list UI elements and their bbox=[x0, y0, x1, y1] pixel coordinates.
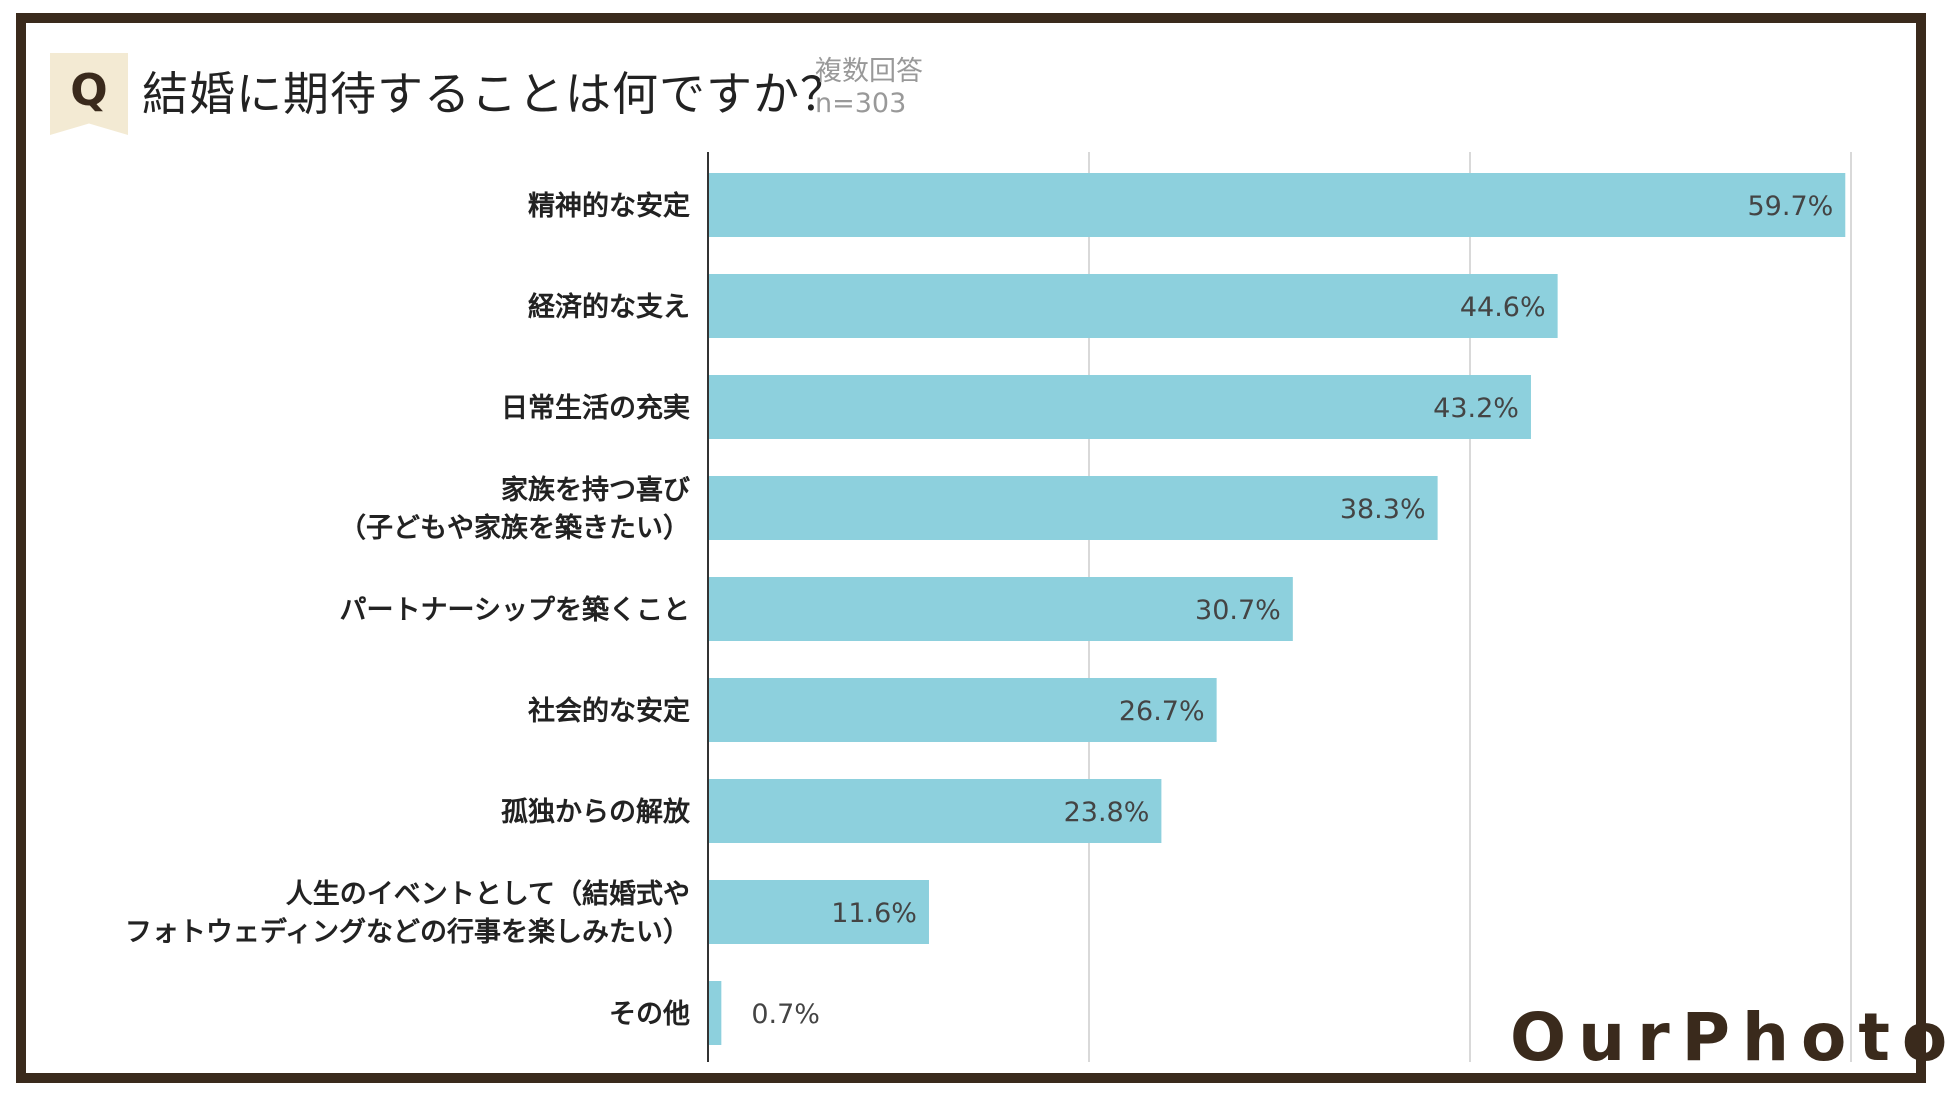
ourphoto-logo: OurPhoto bbox=[1510, 999, 1950, 1076]
bar-value-label: 30.7% bbox=[1195, 595, 1281, 626]
bar-value-label: 43.2% bbox=[1433, 393, 1519, 424]
bar bbox=[708, 678, 1217, 742]
bar-value-label: 26.7% bbox=[1119, 696, 1205, 727]
category-label: 精神的な安定 bbox=[528, 190, 690, 222]
category-label: 経済的な支え bbox=[528, 291, 690, 323]
bar bbox=[708, 981, 722, 1045]
sample-info: 複数回答 n=303 bbox=[815, 56, 923, 120]
bar bbox=[708, 274, 1558, 338]
bar-value-label: 44.6% bbox=[1460, 292, 1546, 323]
bar-value-label: 23.8% bbox=[1064, 797, 1150, 828]
category-label: 社会的な安定 bbox=[528, 695, 690, 727]
category-label: 人生のイベントとして（結婚式や bbox=[286, 878, 690, 910]
bar bbox=[708, 779, 1162, 843]
sample-size: n=303 bbox=[815, 88, 907, 119]
category-label: その他 bbox=[609, 999, 690, 1030]
category-label: 家族を持つ喜び bbox=[501, 474, 690, 506]
question-badge-letter: Q bbox=[70, 65, 108, 116]
bar-value-label: 11.6% bbox=[831, 898, 917, 929]
bar bbox=[708, 880, 929, 944]
category-label: 孤独からの解放 bbox=[501, 796, 691, 828]
bar-value-label: 38.3% bbox=[1340, 494, 1426, 525]
multiple-answer-note: 複数回答 bbox=[815, 56, 923, 87]
category-label: （子どもや家族を築きたい） bbox=[339, 512, 690, 544]
bar-value-label: 59.7% bbox=[1748, 191, 1834, 222]
bar bbox=[708, 476, 1438, 540]
category-label: フォトウェディングなどの行事を楽しみたい） bbox=[125, 916, 690, 948]
chart-title: 結婚に期待することは何ですか？ bbox=[142, 67, 847, 121]
bar bbox=[708, 173, 1846, 237]
category-label: 日常生活の充実 bbox=[501, 392, 690, 424]
bar-value-label: 0.7% bbox=[751, 999, 820, 1030]
bar bbox=[708, 375, 1531, 439]
question-badge: Q bbox=[50, 53, 128, 135]
bar bbox=[708, 577, 1293, 641]
category-label: パートナーシップを築くこと bbox=[340, 594, 690, 626]
